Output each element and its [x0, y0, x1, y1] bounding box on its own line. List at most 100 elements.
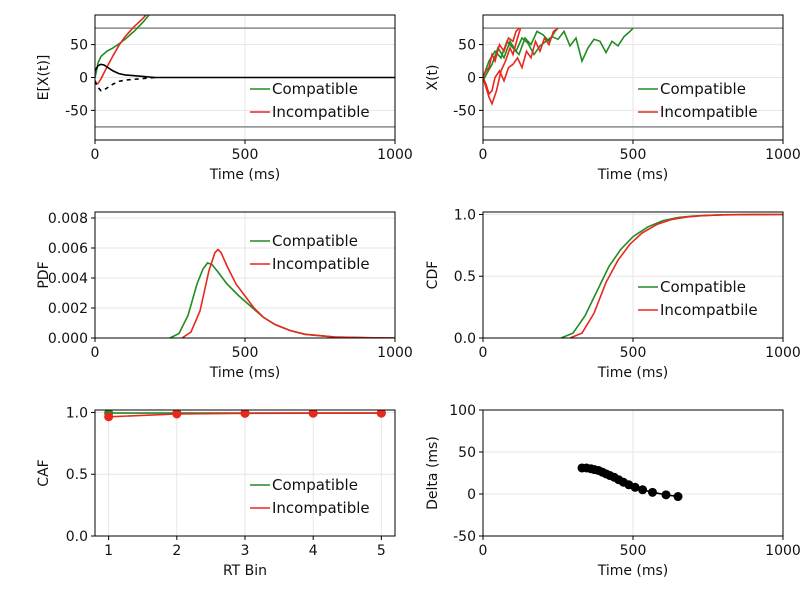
data-point [240, 410, 250, 418]
legend-label: Incompatible [272, 499, 370, 517]
y-axis-label: CAF [36, 459, 52, 486]
data-point [673, 492, 683, 502]
legend-label: Compatible [660, 278, 746, 296]
x-tick-label: 3 [241, 543, 250, 559]
x-tick-label: 500 [620, 543, 647, 559]
legend-label: Incompatible [660, 103, 758, 121]
chart-pdf: 0 500 1000 0.000 0.002 0.004 0.006 0.008 Time (m… [36, 211, 413, 381]
x-tick-label: 2 [172, 543, 181, 559]
x-axis-label: Time (ms) [597, 365, 669, 381]
y-tick-label: 0 [467, 487, 476, 503]
y-tick-label: 0 [79, 71, 88, 87]
x-tick-label: 500 [232, 345, 259, 361]
series-line [95, 76, 156, 92]
y-tick-label: 0.000 [48, 331, 88, 347]
legend: Compatible Incompatible [250, 476, 370, 517]
x-tick-label: 0 [479, 543, 488, 559]
x-tick-label: 0 [91, 147, 100, 163]
y-tick-label: 0.5 [454, 269, 476, 285]
series-line [483, 27, 520, 78]
x-tick-label: 1000 [377, 345, 413, 361]
legend-label: Compatible [660, 80, 746, 98]
data-point [104, 412, 114, 422]
plot-area [169, 248, 395, 338]
x-tick-label: 0 [479, 345, 488, 361]
y-tick-label: 0 [467, 71, 476, 87]
y-tick-label: -50 [453, 103, 476, 119]
x-tick-label: 1 [104, 543, 113, 559]
series-line [483, 27, 559, 78]
y-axis-label: E[X(t)] [36, 55, 52, 101]
y-tick-label: 50 [70, 38, 88, 54]
x-tick-label: 5 [377, 543, 386, 559]
data-point [630, 482, 640, 492]
x-tick-label: 500 [232, 147, 259, 163]
chart-sample-trials: 0 500 1000 -50 0 50 Time (ms) X(t) Compatible Inc… [425, 14, 800, 183]
series-line [483, 27, 522, 106]
y-tick-label: -50 [65, 103, 88, 119]
y-tick-label: -50 [453, 529, 476, 545]
y-tick-label: 0.006 [48, 241, 88, 257]
x-tick-label: 500 [620, 147, 647, 163]
plot-area [95, 15, 395, 92]
x-tick-label: 500 [620, 345, 647, 361]
y-axis-label: X(t) [425, 64, 441, 90]
series-line [181, 248, 395, 338]
series-line [483, 27, 559, 96]
plot-area [577, 463, 683, 502]
plot-area [483, 27, 634, 106]
x-tick-label: 1000 [765, 543, 800, 559]
y-tick-label: 1.0 [454, 207, 476, 223]
series-line [483, 27, 634, 82]
x-axis-label: Time (ms) [209, 365, 281, 381]
x-axis-label: RT Bin [223, 563, 267, 579]
legend-label: Incompatible [272, 103, 370, 121]
x-tick-label: 0 [479, 147, 488, 163]
series-line [95, 63, 395, 79]
legend: Compatible Incompatible [250, 232, 370, 273]
y-tick-label: 0.002 [48, 301, 88, 317]
y-tick-label: 0.004 [48, 271, 88, 287]
legend-label: Compatible [272, 80, 358, 98]
data-point [648, 487, 657, 497]
y-tick-label: 0.0 [454, 331, 476, 347]
series-line [95, 15, 150, 78]
x-tick-label: 1000 [765, 147, 800, 163]
plot-area [104, 410, 386, 422]
y-axis-label: Delta (ms) [425, 436, 441, 510]
x-tick-label: 0 [91, 345, 100, 361]
y-tick-label: 1.0 [66, 405, 88, 421]
legend: Compatible Incompatbile [638, 278, 758, 319]
legend-label: Incompatbile [660, 301, 758, 319]
x-tick-label: 1000 [765, 345, 800, 361]
legend-label: Incompatible [272, 255, 370, 273]
y-tick-label: 0.0 [66, 529, 88, 545]
chart-caf: 1 2 3 4 5 0.0 0.5 1.0 RT Bin CAF Compatible Incompa… [36, 405, 396, 579]
y-tick-label: 50 [458, 445, 476, 461]
y-tick-label: 50 [458, 38, 476, 54]
legend: Compatible Incompatible [250, 80, 370, 121]
plot-area [560, 213, 783, 338]
data-point [638, 485, 648, 495]
chart-expected-activation: 0 500 1000 -50 0 50 Time (ms) E[X(t)] Compatible… [36, 14, 413, 183]
y-tick-label: 100 [449, 403, 476, 419]
legend-label: Compatible [272, 232, 358, 250]
y-axis-label: CDF [425, 261, 441, 290]
series-line [569, 213, 783, 338]
y-tick-label: 0.008 [48, 211, 88, 227]
x-tick-label: 4 [309, 543, 318, 559]
data-point [376, 410, 386, 418]
data-point [661, 490, 671, 500]
legend-label: Compatible [272, 476, 358, 494]
data-point [172, 410, 182, 419]
x-tick-label: 1000 [377, 147, 413, 163]
legend: Compatible Incompatible [638, 80, 758, 121]
y-axis-label: PDF [36, 261, 52, 288]
y-tick-label: 0.5 [66, 467, 88, 483]
x-axis-label: Time (ms) [597, 167, 669, 183]
x-axis-label: Time (ms) [597, 563, 669, 579]
chart-cdf: 0 500 1000 0.0 0.5 1.0 Time (ms) CDF Compatible I… [425, 207, 800, 381]
series-line [95, 15, 147, 86]
